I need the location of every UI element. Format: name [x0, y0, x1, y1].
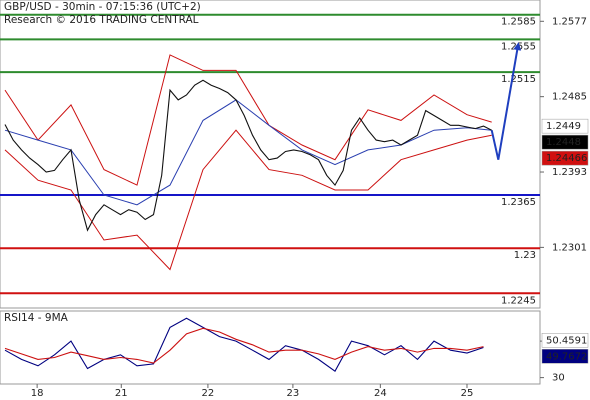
x-tick-label: 18 — [31, 388, 44, 399]
rsi-panel — [0, 310, 541, 385]
series-line — [4, 79, 492, 232]
overlay-line — [4, 54, 492, 186]
price-label: 1.2449 — [546, 121, 581, 132]
plot-layer: 1.23011.23931.24851.25771.25851.25551.25… — [0, 13, 589, 399]
price-label: 1.24466 — [546, 153, 587, 164]
price-label: 50.4591 — [546, 335, 587, 346]
y-tick-label: 1.2577 — [552, 16, 587, 27]
price-label: 1.2448 — [546, 137, 581, 148]
forecast-arrow — [490, 42, 522, 160]
y-tick-label: 1.2393 — [552, 167, 587, 178]
price-label-box — [541, 118, 589, 134]
level-label: 1.2365 — [501, 197, 536, 208]
overlay-line — [4, 129, 492, 271]
series-line — [4, 327, 484, 364]
price-label-box — [541, 134, 589, 150]
x-tick-label: 22 — [202, 388, 215, 399]
y-tick-label: 30 — [552, 373, 565, 384]
rsi-title: RSI14 - 9MA — [4, 312, 69, 324]
level-label: 1.2515 — [501, 74, 536, 85]
price-label-box — [541, 150, 589, 166]
price-label-box — [541, 333, 589, 348]
price-panel — [0, 0, 541, 309]
x-tick-label: 24 — [374, 388, 387, 399]
overlay-line — [4, 99, 492, 206]
level-label: 1.23 — [514, 250, 536, 261]
series-line — [4, 317, 484, 373]
level-label: 1.2245 — [501, 295, 536, 306]
x-tick-label: 23 — [287, 388, 300, 399]
price-label-box — [541, 349, 589, 364]
level-label: 1.2585 — [501, 17, 536, 28]
x-tick-label: 25 — [461, 388, 474, 399]
chart-subtitle: Research © 2016 TRADING CENTRAL — [4, 14, 199, 26]
y-tick-label: 1.2485 — [552, 92, 587, 103]
price-label: 49.7672 — [546, 351, 587, 362]
y-tick-label: 1.2301 — [552, 242, 587, 253]
chart-title: GBP/USD - 30min - 07:15:36 (UTC+2) — [4, 1, 201, 13]
x-tick-label: 21 — [115, 388, 128, 399]
